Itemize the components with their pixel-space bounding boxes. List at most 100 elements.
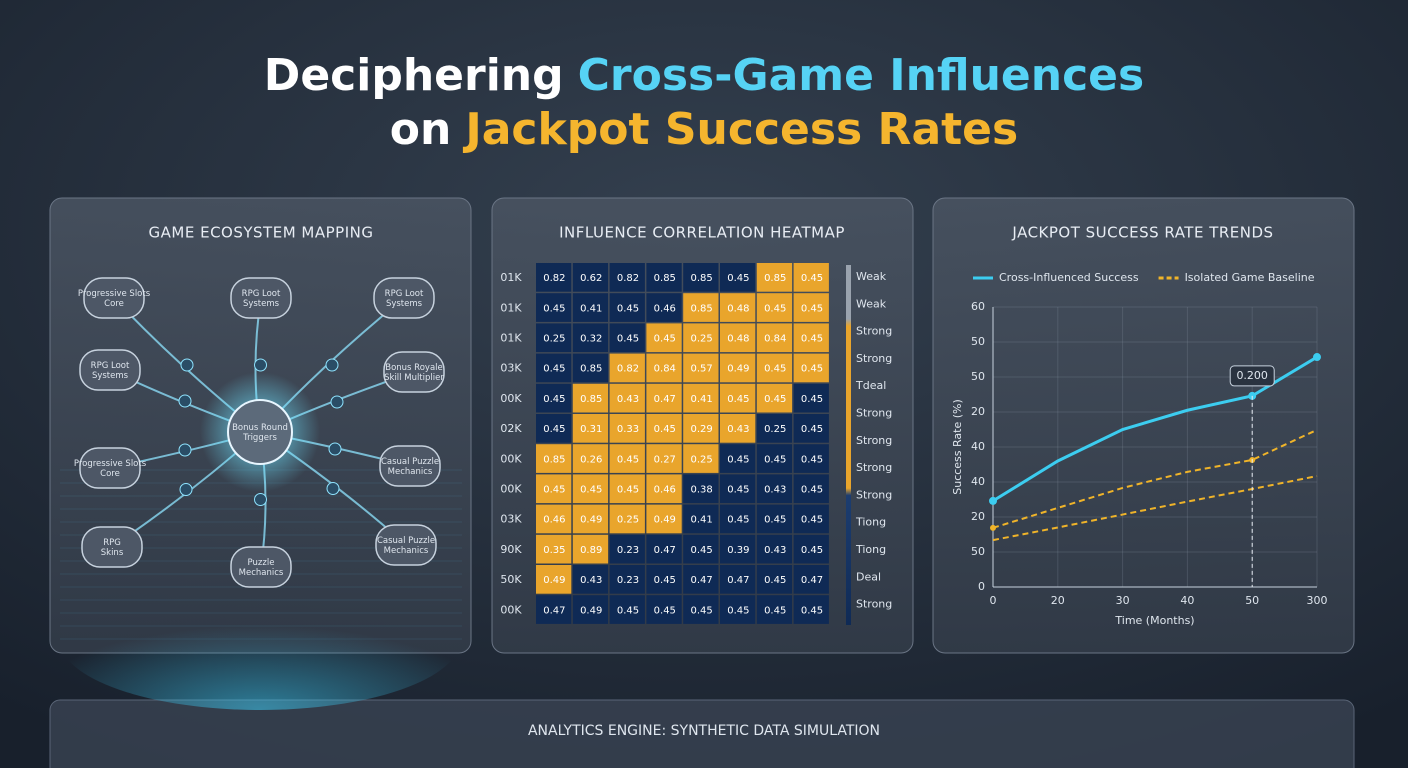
row-label: 90K [500, 543, 522, 556]
heat-cell [683, 534, 719, 564]
cell-label: 0.32 [580, 334, 602, 345]
heat-cell [720, 414, 756, 443]
heat-cell [572, 504, 609, 534]
node [383, 351, 445, 393]
legend-label: Isolated Game Baseline [1185, 271, 1315, 284]
heat-cell [720, 444, 756, 473]
heat-cell [793, 534, 829, 564]
cell-label: 0.85 [580, 394, 602, 405]
connector-dot [330, 395, 344, 409]
heat-cell [572, 323, 609, 353]
heat-cell [536, 323, 572, 353]
cell-label: 0.45 [654, 424, 676, 435]
heat-cell [793, 504, 829, 534]
connector-dot [180, 358, 194, 372]
cell-label: 0.41 [580, 303, 602, 314]
legend-label: Strong [856, 434, 892, 447]
cell-label: 0.45 [801, 424, 823, 435]
heat-cell [756, 504, 793, 534]
footer-bar [49, 699, 1355, 768]
heat-cell [572, 353, 609, 383]
heat-cell [756, 595, 793, 624]
cell-label: 0.45 [543, 303, 565, 314]
heat-cell [609, 353, 645, 383]
heat-cell [609, 323, 645, 353]
color-bar [846, 265, 851, 625]
node [373, 277, 435, 319]
heat-cell [756, 353, 793, 383]
heat-cell [756, 263, 793, 292]
node-label: Bonus Royale Skill Multiplier [384, 363, 444, 383]
heat-cell [646, 444, 682, 473]
node [81, 526, 143, 568]
heat-cell [793, 565, 829, 594]
cell-label: 0.38 [690, 485, 712, 496]
cell-label: 0.43 [580, 575, 602, 586]
legend-label: Weak [856, 270, 887, 283]
cell-label: 0.25 [543, 334, 565, 345]
center-label: Bonus Round Triggers [232, 423, 288, 443]
y-tick-label: 50 [971, 370, 985, 383]
x-axis-label: Time (Months) [1114, 614, 1194, 627]
heat-cell [683, 293, 719, 322]
cell-label: 0.45 [727, 485, 749, 496]
heat-cell [793, 414, 829, 443]
heat-cell [756, 534, 793, 564]
x-tick-label: 20 [1051, 594, 1065, 607]
cell-label: 0.85 [690, 303, 712, 314]
cell-label: 0.47 [543, 605, 565, 616]
cell-label: 0.45 [764, 605, 786, 616]
node [83, 277, 145, 319]
cell-label: 0.48 [727, 303, 749, 314]
cell-label: 0.45 [727, 515, 749, 526]
node [79, 349, 141, 391]
legend-label: Tdeal [855, 379, 886, 392]
heat-cell [609, 504, 645, 534]
heat-cell [646, 534, 682, 564]
heat-cell [536, 444, 572, 473]
node [375, 524, 437, 566]
y-tick-label: 50 [971, 335, 985, 348]
heat-cell [756, 293, 793, 322]
heat-cell [572, 444, 609, 473]
legend-label: Cross-Influenced Success [999, 271, 1139, 284]
heat-cell [720, 474, 756, 504]
cell-label: 0.41 [690, 515, 712, 526]
cell-label: 0.45 [617, 485, 639, 496]
heat-cell [756, 414, 793, 443]
heat-cell [646, 595, 682, 624]
cell-label: 0.45 [690, 605, 712, 616]
cell-label: 0.49 [654, 515, 676, 526]
cell-label: 0.25 [690, 334, 712, 345]
heat-cell [683, 383, 719, 413]
node-label: Progressive Slots Core [78, 289, 151, 309]
x-tick-label: 40 [1180, 594, 1194, 607]
x-tick-label: 0 [990, 594, 997, 607]
cell-label: 0.25 [764, 424, 786, 435]
cell-label: 0.82 [617, 273, 639, 284]
cell-label: 0.45 [617, 454, 639, 465]
cell-label: 0.45 [617, 303, 639, 314]
cell-label: 0.45 [764, 364, 786, 375]
heat-cell [683, 504, 719, 534]
cell-label: 0.45 [764, 303, 786, 314]
cell-label: 0.85 [543, 454, 565, 465]
row-label: 03K [500, 513, 522, 526]
legend-label: Strong [856, 461, 892, 474]
legend-label: Weak [856, 297, 887, 310]
heat-cell [572, 565, 609, 594]
cell-label: 0.45 [764, 575, 786, 586]
cell-label: 0.45 [801, 364, 823, 375]
node-label: Puzzle Mechanics [239, 558, 284, 578]
cell-label: 0.43 [617, 394, 639, 405]
heat-cell [683, 323, 719, 353]
cell-label: 0.84 [654, 364, 676, 375]
heat-cell [646, 414, 682, 443]
cell-label: 0.23 [617, 575, 639, 586]
heat-cell [646, 323, 682, 353]
y-axis-label: Success Rate (%) [951, 399, 964, 495]
y-tick-label: 0 [978, 580, 985, 593]
node-label: RPG Loot Systems [91, 361, 130, 381]
cell-label: 0.45 [764, 394, 786, 405]
